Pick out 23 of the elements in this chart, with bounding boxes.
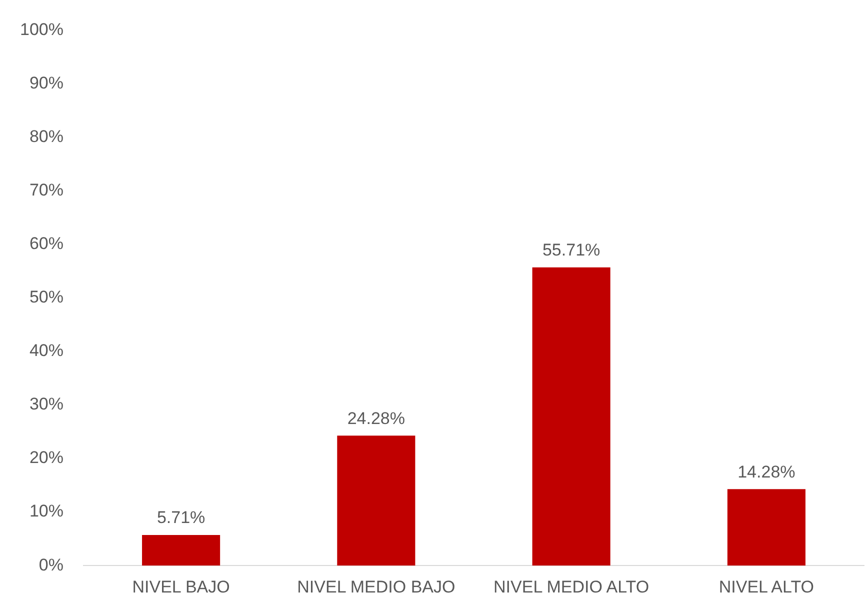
y-tick-label: 50%: [29, 288, 64, 307]
y-tick-label: 80%: [29, 126, 64, 146]
y-tick-label: 60%: [29, 234, 64, 254]
y-tick-label: 70%: [29, 180, 64, 200]
data-label: 55.71%: [542, 240, 600, 260]
y-tick-label: 20%: [29, 448, 64, 468]
y-tick-label: 10%: [29, 502, 64, 521]
y-tick-label: 40%: [29, 341, 64, 360]
x-tick-label: NIVEL BAJO: [132, 577, 230, 596]
data-label: 14.28%: [738, 462, 796, 482]
bar: [337, 436, 416, 566]
x-tick-label: NIVEL MEDIO ALTO: [494, 577, 650, 596]
data-label: 24.28%: [347, 408, 406, 428]
bar: [142, 535, 220, 566]
data-label: 5.71%: [156, 508, 206, 528]
y-tick-label: 100%: [20, 20, 64, 39]
x-tick-label: NIVEL MEDIO BAJO: [297, 577, 456, 596]
y-tick-label: 0%: [38, 555, 64, 574]
y-tick-label: 30%: [29, 394, 64, 414]
y-tick-label: 90%: [29, 73, 64, 92]
bar: [532, 267, 610, 566]
bar: [727, 489, 806, 566]
x-tick-label: NIVEL ALTO: [718, 577, 814, 596]
